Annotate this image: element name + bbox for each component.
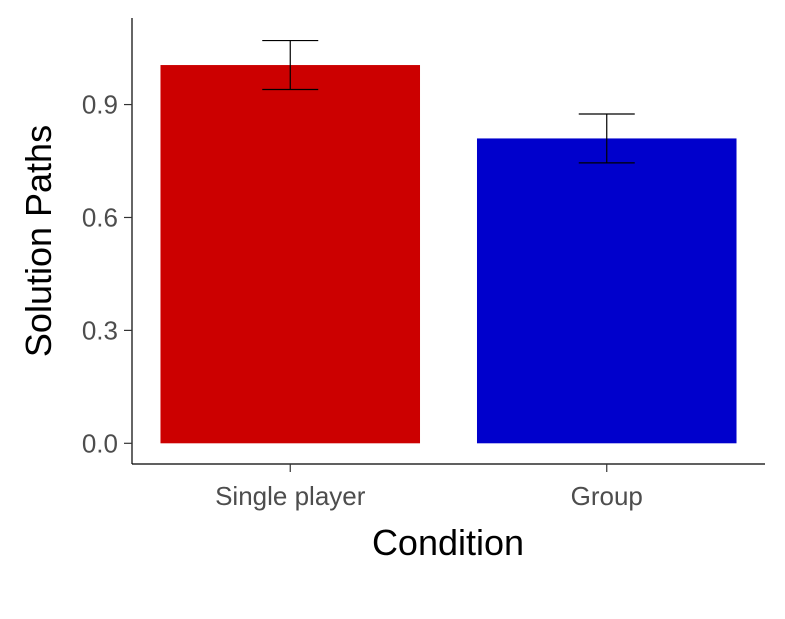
- bars-group: [160, 65, 737, 444]
- y-tick-label-1: 0.3: [82, 315, 118, 345]
- y-tick-label-0: 0.0: [82, 428, 118, 458]
- y-tick-label-2: 0.6: [82, 202, 118, 232]
- y-ticks-group: 0.0 0.3 0.6 0.9: [82, 90, 132, 458]
- x-tick-label-0: Single player: [215, 481, 366, 511]
- error-bars-group: [262, 39, 635, 164]
- y-tick-label-3: 0.9: [82, 90, 118, 120]
- x-tick-label-1: Group: [571, 481, 643, 511]
- bar-1: [476, 138, 737, 444]
- x-axis-title: Condition: [372, 522, 524, 563]
- y-axis-title: Solution Paths: [18, 125, 59, 357]
- x-ticks-group: Single player Group: [215, 464, 643, 511]
- bar-0: [160, 65, 421, 444]
